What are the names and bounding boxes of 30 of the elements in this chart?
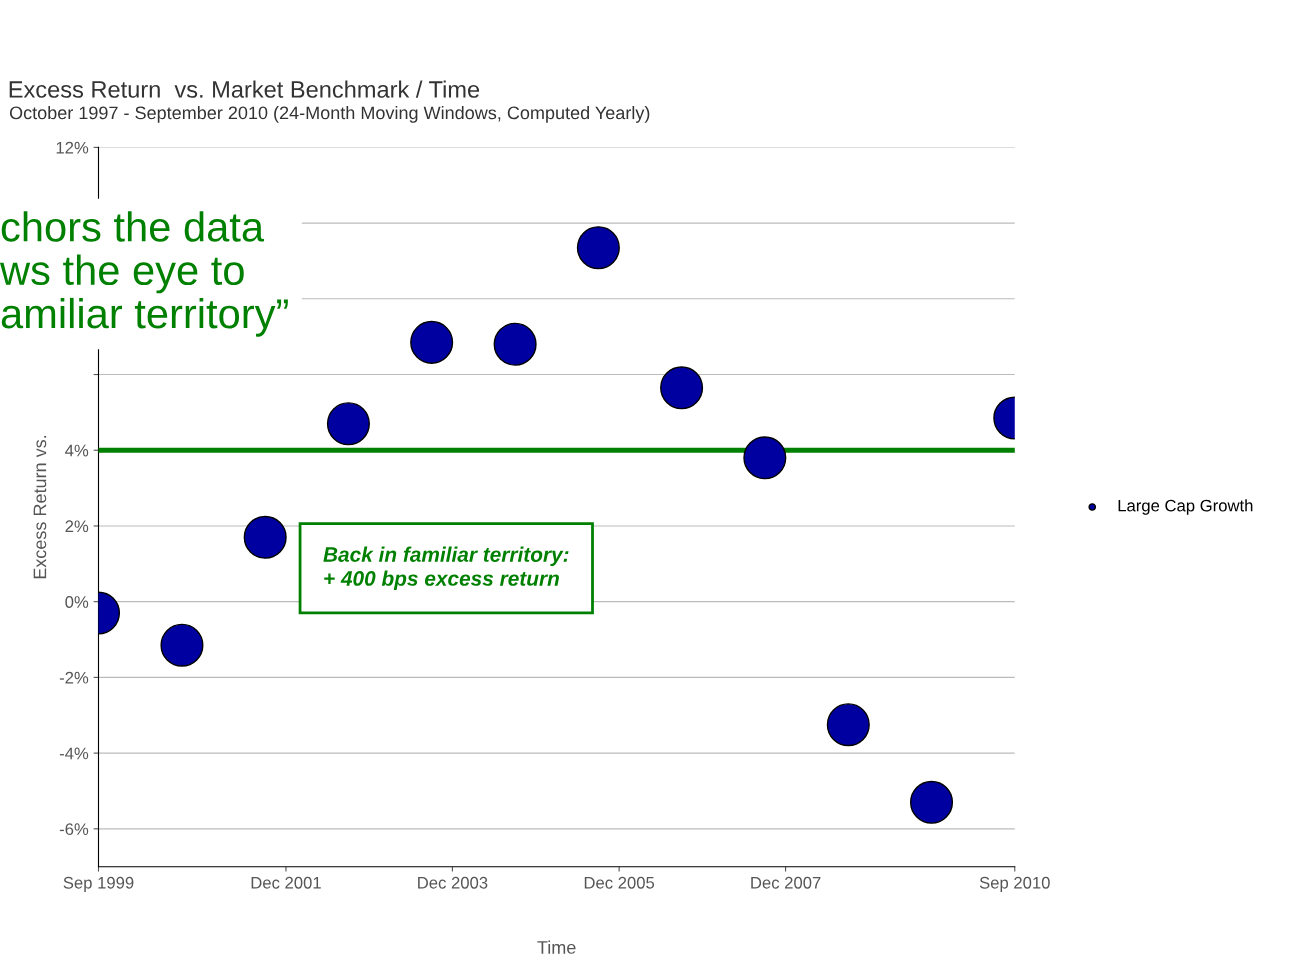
point: [243, 515, 287, 559]
point: [410, 320, 454, 364]
x-tick-label: Dec 2005: [584, 876, 655, 889]
point: [826, 703, 870, 747]
x-tick-label: Sep 1999: [63, 876, 134, 892]
y-tick-label: 12%: [56, 141, 89, 154]
x-tick-label: Dec 2003: [418, 876, 488, 889]
x-axis-title: Time: [537, 940, 576, 954]
chart-subtitle: October 1997 - September 2010 (24-Month Moving Windows, Computed Yearly): [9, 105, 650, 123]
x-tick-label: Dec 2007: [751, 876, 821, 889]
x-tick-label: Sep 2010: [979, 876, 1050, 892]
point: [743, 436, 787, 480]
annotation: Back in familiar territory: + 400 bps excess return: [323, 546, 569, 590]
point: [660, 366, 704, 410]
point: [910, 780, 954, 824]
point: [493, 322, 537, 366]
point: [576, 226, 620, 270]
x-tick-label: Dec 2001: [251, 876, 321, 889]
y-tick-label: 0%: [65, 596, 89, 608]
point: [326, 402, 370, 446]
y-tick-label: 2%: [65, 520, 89, 533]
y-tick-label: -6%: [59, 823, 89, 836]
legend-label: Large Cap Growth: [1118, 499, 1253, 515]
y-tick-label: 4%: [65, 444, 89, 457]
y-tick-label: -2%: [59, 671, 89, 684]
y-tick-label: -4%: [59, 747, 89, 760]
annotation: chors the data ws the eye to amiliar territory”: [0, 211, 288, 337]
y-axis-title: Excess Return vs.: [33, 435, 47, 579]
point: [160, 623, 204, 667]
chart-title: Excess Return vs. Market Benchmark / Time: [9, 80, 480, 98]
